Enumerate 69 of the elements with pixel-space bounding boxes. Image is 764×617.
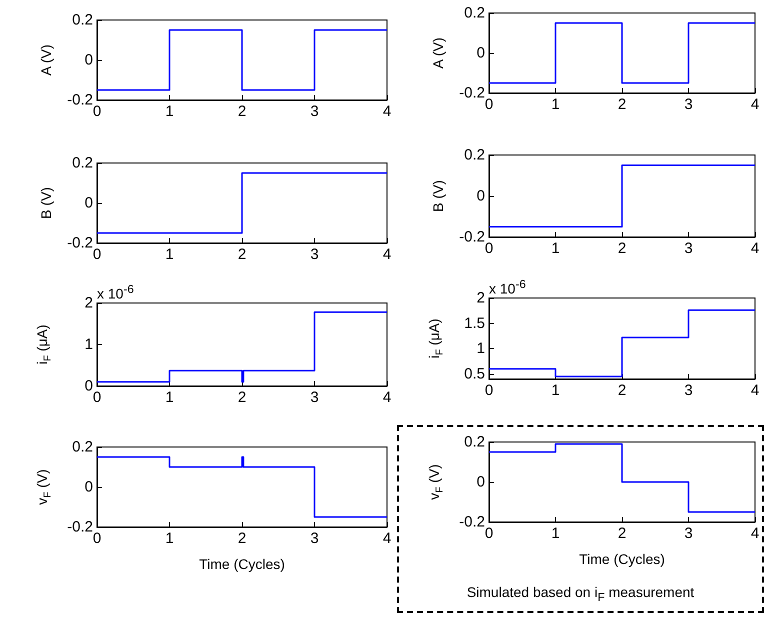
x-tick-label: 1 xyxy=(165,246,174,263)
x-tick-label: 4 xyxy=(382,530,392,547)
x-tick-label: 1 xyxy=(551,525,560,542)
y-tick-label: 0 xyxy=(476,188,485,204)
x-tick-label: 2 xyxy=(618,525,626,542)
x-tick-label: 1 xyxy=(551,382,560,399)
y-tick-label: 0.2 xyxy=(464,146,485,164)
y-tick-label: 0 xyxy=(84,52,93,68)
x-tick-label: 3 xyxy=(310,530,319,547)
x-tick-label: 4 xyxy=(382,389,392,406)
y-axis-title: B (V) xyxy=(38,187,54,219)
y-tick-label: 1.5 xyxy=(464,314,485,332)
y-axis-title: vF (V) xyxy=(426,464,446,500)
x-tick-label: 4 xyxy=(750,382,760,399)
x-tick-label: 1 xyxy=(165,530,174,547)
x-tick-label: 2 xyxy=(238,246,246,263)
y-axis-title: iF (μA) xyxy=(34,324,54,364)
x-tick-label: 3 xyxy=(310,389,319,406)
y-tick-label: 0.2 xyxy=(464,4,485,22)
x-tick-label: 3 xyxy=(684,96,693,113)
x-tick-label: 3 xyxy=(310,246,319,263)
y-axis-title: iF (μA) xyxy=(426,318,446,358)
y-tick-label: 0 xyxy=(84,194,93,212)
x-tick-label: 4 xyxy=(382,246,392,263)
x-tick-label: 1 xyxy=(165,103,174,120)
y-tick-label: 1 xyxy=(84,336,93,353)
y-tick-label: 0.2 xyxy=(464,434,485,450)
y-tick-label: 0 xyxy=(476,474,485,490)
y-tick-label: 1 xyxy=(476,340,485,358)
y-tick-label: -0.2 xyxy=(459,84,485,102)
x-tick-label: 2 xyxy=(238,103,246,120)
x-tick-label: 3 xyxy=(684,240,693,257)
y-tick-label: 0.2 xyxy=(72,154,93,172)
y-axis-title: vF (V) xyxy=(34,469,54,505)
y-axis-title: A (V) xyxy=(430,37,446,69)
x-tick-label: 2 xyxy=(618,96,626,113)
text: x 10$^{-6}$ xyxy=(97,283,134,302)
y-tick-label: 0.2 xyxy=(72,438,93,456)
x-tick-label: 4 xyxy=(750,240,760,257)
y-axis-title: A (V) xyxy=(38,44,54,76)
y-tick-label: 0.2 xyxy=(72,12,93,28)
y-tick-label: -0.2 xyxy=(67,518,93,536)
x-tick-label: 2 xyxy=(238,389,246,406)
y-axis-title: B (V) xyxy=(430,180,446,212)
x-tick-label: 2 xyxy=(618,240,626,257)
x-axis-title: Time (Cycles) xyxy=(579,551,665,567)
x-tick-label: 2 xyxy=(618,382,626,399)
x-tick-label: 4 xyxy=(382,103,392,120)
y-tick-label: -0.2 xyxy=(67,92,93,108)
x-axis-title: Time (Cycles) xyxy=(199,556,285,572)
x-tick-label: 1 xyxy=(165,389,174,406)
text: Simulated based on i$_{F}$ measurement xyxy=(466,584,696,604)
text: x 10$^{-6}$ xyxy=(489,278,526,297)
y-tick-label: -0.2 xyxy=(459,228,485,246)
y-tick-label: 2 xyxy=(84,294,93,312)
y-tick-label: -0.2 xyxy=(459,514,485,530)
x-tick-label: 2 xyxy=(238,530,246,547)
x-tick-label: 4 xyxy=(750,525,760,542)
y-tick-label: -0.2 xyxy=(67,234,93,252)
y-tick-label: 0 xyxy=(476,44,485,62)
x-tick-label: 3 xyxy=(310,103,319,120)
x-tick-label: 3 xyxy=(684,382,693,399)
x-tick-label: 3 xyxy=(684,525,693,542)
x-tick-label: 1 xyxy=(551,96,560,113)
y-tick-label: 0.5 xyxy=(464,365,485,382)
x-tick-label: 4 xyxy=(750,96,760,113)
y-tick-label: 2 xyxy=(476,290,485,306)
x-tick-label: 1 xyxy=(551,240,560,257)
y-tick-label: 0 xyxy=(84,478,93,496)
